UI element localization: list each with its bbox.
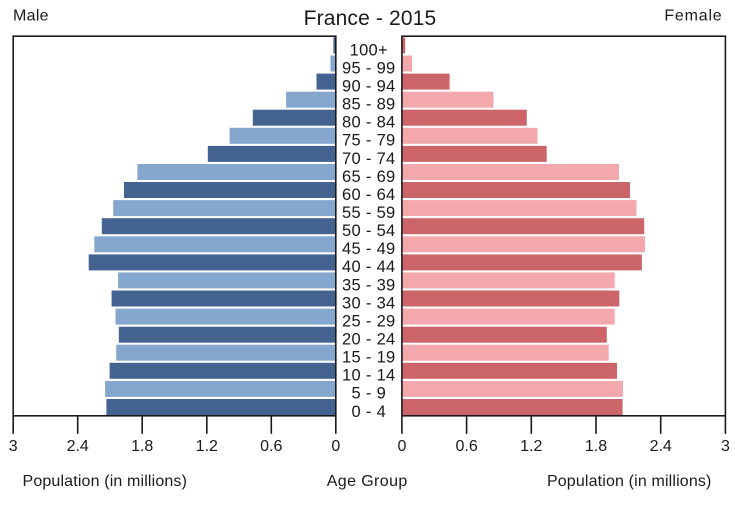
svg-text:25 - 29: 25 - 29 <box>342 312 395 330</box>
svg-text:Female: Female <box>664 8 722 25</box>
svg-text:Age Group: Age Group <box>327 473 408 490</box>
svg-text:90 - 94: 90 - 94 <box>342 78 395 96</box>
svg-text:0.6: 0.6 <box>455 438 477 455</box>
svg-text:100+: 100+ <box>350 41 388 59</box>
svg-text:France - 2015: France - 2015 <box>304 7 437 30</box>
svg-text:65 - 69: 65 - 69 <box>342 168 395 186</box>
svg-text:50 - 54: 50 - 54 <box>342 222 395 240</box>
svg-text:30 - 34: 30 - 34 <box>342 294 395 312</box>
svg-text:15 - 19: 15 - 19 <box>342 349 395 367</box>
svg-text:55 - 59: 55 - 59 <box>342 204 395 222</box>
svg-text:10 - 14: 10 - 14 <box>342 367 395 385</box>
svg-text:95 - 99: 95 - 99 <box>342 59 395 77</box>
svg-text:3: 3 <box>9 438 18 455</box>
svg-text:2.4: 2.4 <box>67 438 89 455</box>
svg-text:1.8: 1.8 <box>585 438 607 455</box>
svg-text:60 - 64: 60 - 64 <box>342 186 395 204</box>
svg-text:0.6: 0.6 <box>260 438 282 455</box>
svg-text:0: 0 <box>331 438 340 455</box>
svg-text:80 - 84: 80 - 84 <box>342 114 395 132</box>
svg-text:3: 3 <box>721 438 730 455</box>
svg-text:Population (in millions): Population (in millions) <box>23 473 188 490</box>
svg-text:1.2: 1.2 <box>196 438 218 455</box>
svg-text:70 - 74: 70 - 74 <box>342 150 395 168</box>
svg-text:35 - 39: 35 - 39 <box>342 276 395 294</box>
svg-text:20 - 24: 20 - 24 <box>342 331 395 349</box>
svg-text:0 - 4: 0 - 4 <box>352 403 387 421</box>
svg-text:85 - 89: 85 - 89 <box>342 96 395 114</box>
svg-text:Male: Male <box>13 8 49 25</box>
svg-text:75 - 79: 75 - 79 <box>342 132 395 150</box>
svg-text:2.4: 2.4 <box>650 438 672 455</box>
svg-text:45 - 49: 45 - 49 <box>342 240 395 258</box>
svg-text:0: 0 <box>397 438 406 455</box>
svg-text:40 - 44: 40 - 44 <box>342 258 395 276</box>
svg-text:Population (in millions): Population (in millions) <box>547 473 712 490</box>
svg-text:1.8: 1.8 <box>131 438 153 455</box>
svg-text:1.2: 1.2 <box>520 438 542 455</box>
svg-text:5 - 9: 5 - 9 <box>352 385 387 403</box>
